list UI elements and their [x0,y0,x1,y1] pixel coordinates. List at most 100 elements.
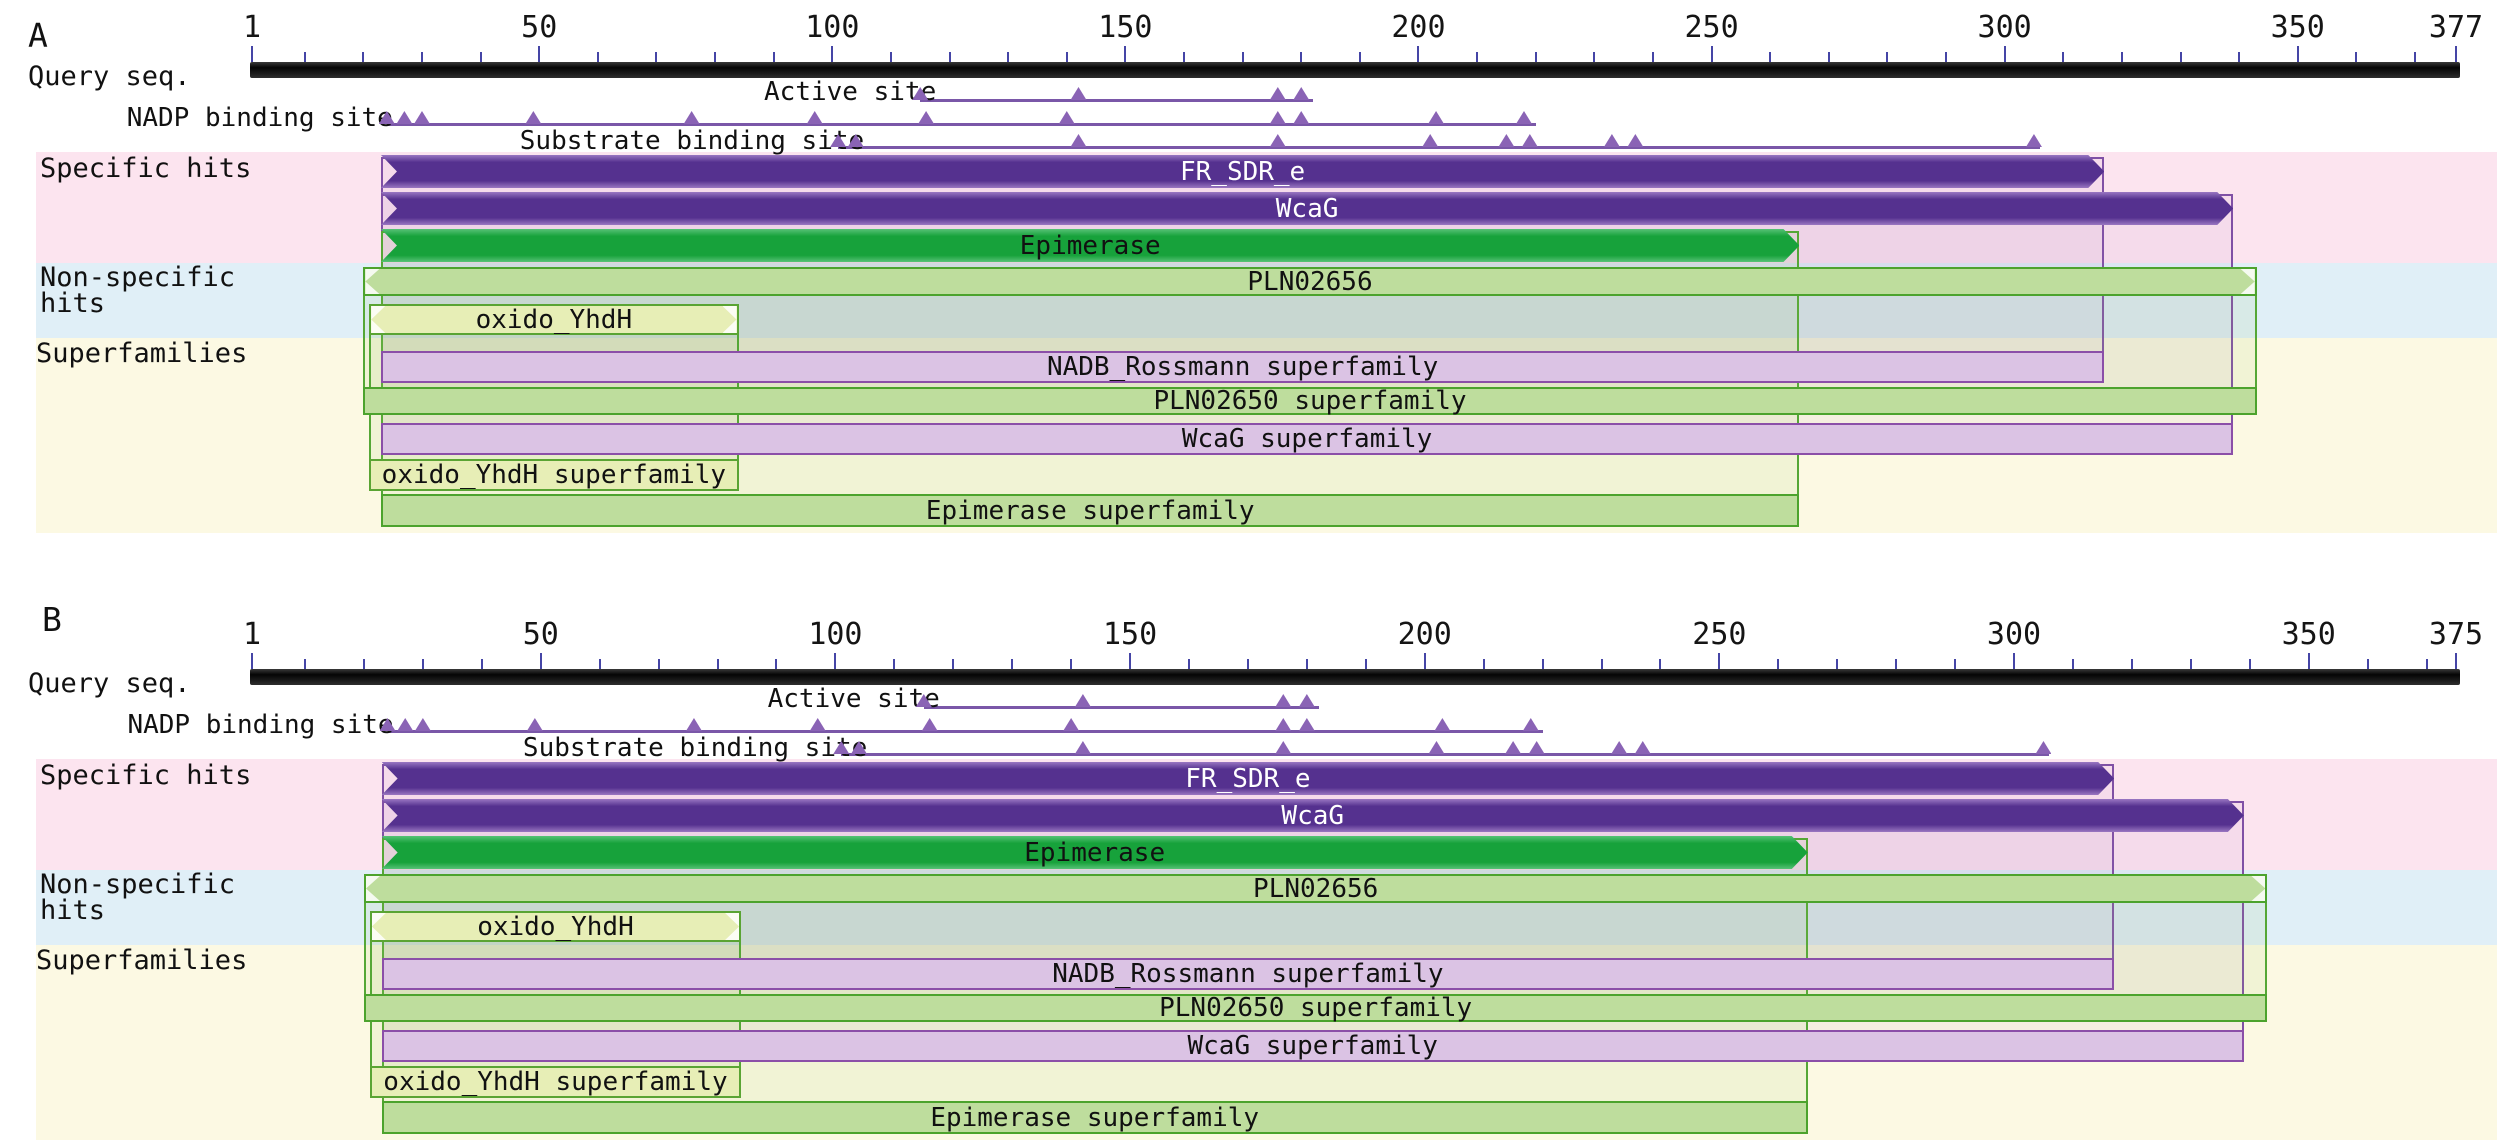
panel-a-hit-bar-fr-sdr-e[interactable]: FR_SDR_e [381,155,2104,188]
panel-a-hit-bar-label: oxido_YhdH superfamily [381,460,727,490]
panel-b-ruler-minor-tick [362,659,365,669]
panel-a-feature-marker[interactable] [918,111,935,124]
panel-b-ruler-minor-tick [1070,659,1073,669]
panel-a-feature-marker[interactable] [1515,111,1532,124]
panel-a-feature-marker[interactable] [1070,134,1087,147]
panel-b-feature-marker[interactable] [809,718,826,731]
panel-b-hit-bar-label: Epimerase [1024,837,1166,868]
panel-a-superfamilies-label: Superfamilies [36,338,248,369]
panel-b-feature-marker[interactable] [414,718,431,731]
panel-b-feature-marker[interactable] [1505,741,1522,754]
panel-b-ruler-number: 250 [1692,617,1747,652]
panel-b-ruler-number: 350 [2281,617,2336,652]
panel-a-feature-marker[interactable] [1070,87,1087,100]
panel-b-feature-marker[interactable] [685,718,702,731]
panel-a-feature-marker[interactable] [1422,134,1439,147]
panel-b-ruler-major-tick [1423,653,1426,669]
panel-b-hit-bar-oxido-yhdh-superfamily[interactable]: oxido_YhdH superfamily [369,1066,742,1098]
panel-b-feature-marker[interactable] [1434,718,1451,731]
panel-b-feature-marker[interactable] [1298,694,1315,707]
panel-a-feature-line [920,99,1313,102]
panel-a-hit-bar-label: Epimerase [1019,230,1161,261]
bar-left-notch [365,269,380,294]
panel-b-feature-marker[interactable] [1275,741,1292,754]
panel-b-feature-marker[interactable] [1428,741,1445,754]
panel-a-ruler-minor-tick [772,52,775,62]
panel-a-hit-bar-wcag-superfamily[interactable]: WcaG superfamily [380,423,2234,455]
panel-a-ruler-minor-tick [714,52,717,62]
panel-b-feature-marker[interactable] [1634,741,1651,754]
panel-a-hit-bar-epimerase-superfamily[interactable]: Epimerase superfamily [380,494,1800,527]
panel-b-ruler-major-tick [2307,653,2310,669]
bar-left-notch [365,876,380,901]
panel-b-ruler-minor-tick [1482,659,1485,669]
panel-b-hit-bar-wcag[interactable]: WcaG [382,799,2244,832]
panel-a-ruler-minor-tick [479,52,482,62]
panel-b-hit-bar-label: WcaG [1281,800,1345,831]
panel-a-feature-marker[interactable] [683,111,700,124]
panel-b-feature-marker[interactable] [397,718,414,731]
panel-a-feature-marker[interactable] [525,111,542,124]
panel-b-feature-marker[interactable] [921,718,938,731]
panel-a-feature-marker[interactable] [1603,134,1620,147]
panel-a-ruler-minor-tick [1065,52,1068,62]
panel-a-feature-marker[interactable] [1293,87,1310,100]
panel-b-hit-bar-fr-sdr-e[interactable]: FR_SDR_e [382,762,2115,795]
panel-b-feature-marker[interactable] [1528,741,1545,754]
panel-b-hit-bar-epimerase-superfamily[interactable]: Epimerase superfamily [381,1101,1808,1134]
panel-b-feature-marker[interactable] [1298,718,1315,731]
panel-a-feature-label-active-site: Active site [764,77,937,107]
panel-b-hit-bar-label: PLN02656 [1253,873,1379,904]
panel-b-hit-bar-wcag-superfamily[interactable]: WcaG superfamily [381,1030,2244,1062]
panel-a-ruler-number: 250 [1684,10,1739,45]
panel-a-feature-marker[interactable] [1269,134,1286,147]
panel-a-ruler-minor-tick [1769,52,1772,62]
panel-a-feature-label-substrate-binding-site: Substrate binding site [519,126,865,156]
panel-a-hit-bar-label: WcaG superfamily [1181,424,1433,454]
panel-b-ruler-minor-tick [1011,659,1014,669]
panel-a-ruler-minor-tick [655,52,658,62]
panel-b-feature-marker[interactable] [526,718,543,731]
panel-b-feature-marker[interactable] [1063,718,1080,731]
panel-a-hit-bar-label: WcaG [1275,193,1339,224]
panel-a-ruler-minor-tick [2120,52,2123,62]
panel-b-hit-bar-nadb-rossmann-superfamily[interactable]: NADB_Rossmann superfamily [381,958,2115,990]
panel-b-feature-marker[interactable] [1611,741,1628,754]
panel-a-feature-marker[interactable] [413,111,430,124]
panel-a-feature-marker[interactable] [1293,111,1310,124]
panel-a-feature-marker[interactable] [1269,87,1286,100]
panel-a-hit-bar-epimerase[interactable]: Epimerase [381,229,1800,262]
panel-a-feature-marker[interactable] [2025,134,2042,147]
panel-b-feature-marker[interactable] [1275,718,1292,731]
panel-b-hit-bar-oxido-yhdh[interactable]: oxido_YhdH [369,911,742,942]
panel-b-feature-marker[interactable] [1074,741,1091,754]
panel-a-hit-bar-wcag[interactable]: WcaG [381,192,2233,225]
panel-a-ruler-major-tick [831,46,834,62]
panel-a-hit-bar-label: Epimerase superfamily [925,495,1255,526]
panel-b-hit-bar-pln02656[interactable]: PLN02656 [363,873,2268,904]
panel-a-hit-bar-pln02656[interactable]: PLN02656 [363,267,2257,297]
panel-a-feature-marker[interactable] [1521,134,1538,147]
panel-b-feature-marker[interactable] [2035,741,2052,754]
panel-a-hit-bar-label: FR_SDR_e [1179,156,1306,187]
panel-a-feature-marker[interactable] [1058,111,1075,124]
panel-a-ruler-minor-tick [1183,52,1185,62]
panel-b-label: B [42,600,62,639]
panel-a-feature-marker[interactable] [1428,111,1445,124]
panel-b-ruler-minor-tick [2130,659,2133,669]
panel-a-feature-marker[interactable] [1269,111,1286,124]
panel-a-hit-bar-nadb-rossmann-superfamily[interactable]: NADB_Rossmann superfamily [380,351,2105,383]
panel-a-feature-marker[interactable] [806,111,823,124]
panel-a-feature-marker[interactable] [1627,134,1644,147]
panel-a-hit-bar-pln02650-superfamily[interactable]: PLN02650 superfamily [363,386,2257,416]
panel-a-hit-bar-oxido-yhdh-superfamily[interactable]: oxido_YhdH superfamily [369,459,739,491]
panel-b-feature-marker[interactable] [1074,694,1091,707]
panel-a-hit-bar-oxido-yhdh[interactable]: oxido_YhdH [369,304,739,335]
panel-a-feature-marker[interactable] [396,111,413,124]
panel-b-feature-marker[interactable] [1522,718,1539,731]
panel-b-hit-bar-epimerase[interactable]: Epimerase [382,836,1808,869]
panel-a-feature-marker[interactable] [1498,134,1515,147]
panel-b-feature-marker[interactable] [1275,694,1292,707]
panel-b-hit-bar-pln02650-superfamily[interactable]: PLN02650 superfamily [363,993,2268,1023]
panel-a-hit-bar-label: NADB_Rossmann superfamily [1046,352,1439,382]
